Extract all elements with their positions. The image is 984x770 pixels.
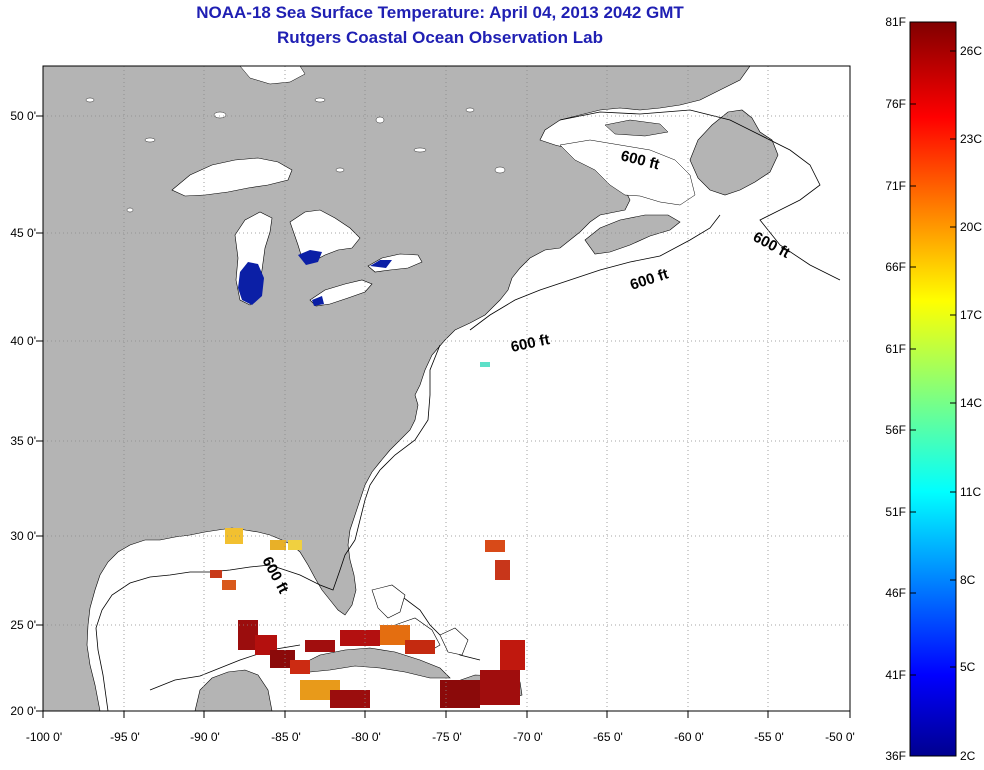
map-subtitle: Rutgers Coastal Ocean Observation Lab [277,28,603,47]
lat-label-20: 20 0' [10,704,36,718]
lon-label-65: -65 0' [593,730,623,744]
cb-label-26c: 26C [960,44,983,58]
lat-label-25: 25 0' [10,618,36,632]
cb-label-17c: 17C [960,308,983,322]
cb-label-41f: 41F [885,668,906,682]
lat-label-35: 35 0' [10,434,36,448]
small-lakes [85,97,506,213]
lake-michigan-cold [238,262,264,305]
cb-label-56f: 56F [885,423,906,437]
newfoundland-land [689,109,779,196]
graticule [43,66,850,711]
lon-label-85: -85 0' [271,730,301,744]
axis-ticks [36,115,851,718]
cb-label-81f: 81F [885,15,906,29]
lon-label-55: -55 0' [754,730,784,744]
lake-erie-cold [312,296,324,306]
cb-label-5c: 5C [960,660,976,674]
lon-label-50: -50 0' [825,730,855,744]
cuba-land [299,647,451,679]
lon-label-80: -80 0' [351,730,381,744]
lake-ontario [367,253,423,273]
lon-label-75: -75 0' [432,730,462,744]
hudson-bay-water [239,66,306,85]
cb-label-2c: 2C [960,749,976,763]
cb-label-61f: 61F [885,342,906,356]
cb-label-8c: 8C [960,573,976,587]
anticosti-land [604,119,669,137]
cb-label-66f: 66F [885,260,906,274]
colorbar-ticks [910,21,956,757]
lon-label-70: -70 0' [513,730,543,744]
map-title: NOAA-18 Sea Surface Temperature: April 0… [196,3,684,22]
cb-label-71f: 71F [885,179,906,193]
cb-label-11c: 11C [960,485,982,499]
lat-label-50: 50 0' [10,109,36,123]
lat-label-40: 40 0' [10,334,36,348]
nova-scotia-land [584,214,681,255]
lon-label-60: -60 0' [674,730,704,744]
lake-ontario-cold [370,260,392,268]
cb-label-36f: 36F [885,749,906,763]
cb-label-20c: 20C [960,220,983,234]
cb-label-76f: 76F [885,97,906,111]
cb-label-23c: 23C [960,132,983,146]
lon-label-90: -90 0' [190,730,220,744]
lat-label-45: 45 0' [10,226,36,240]
lon-label-100: -100 0' [25,730,63,744]
cb-label-51f: 51F [885,505,906,519]
warm-sst-pixels [210,362,525,708]
cb-label-46f: 46F [885,586,906,600]
lake-huron-cold [298,250,322,265]
lake-superior [171,157,293,197]
lat-label-30: 30 0' [10,529,36,543]
lon-label-95: -95 0' [110,730,140,744]
lake-erie [309,279,373,307]
gulf-of-st-lawrence [559,139,696,206]
colorbar [909,21,957,757]
cb-label-14c: 14C [960,396,983,410]
